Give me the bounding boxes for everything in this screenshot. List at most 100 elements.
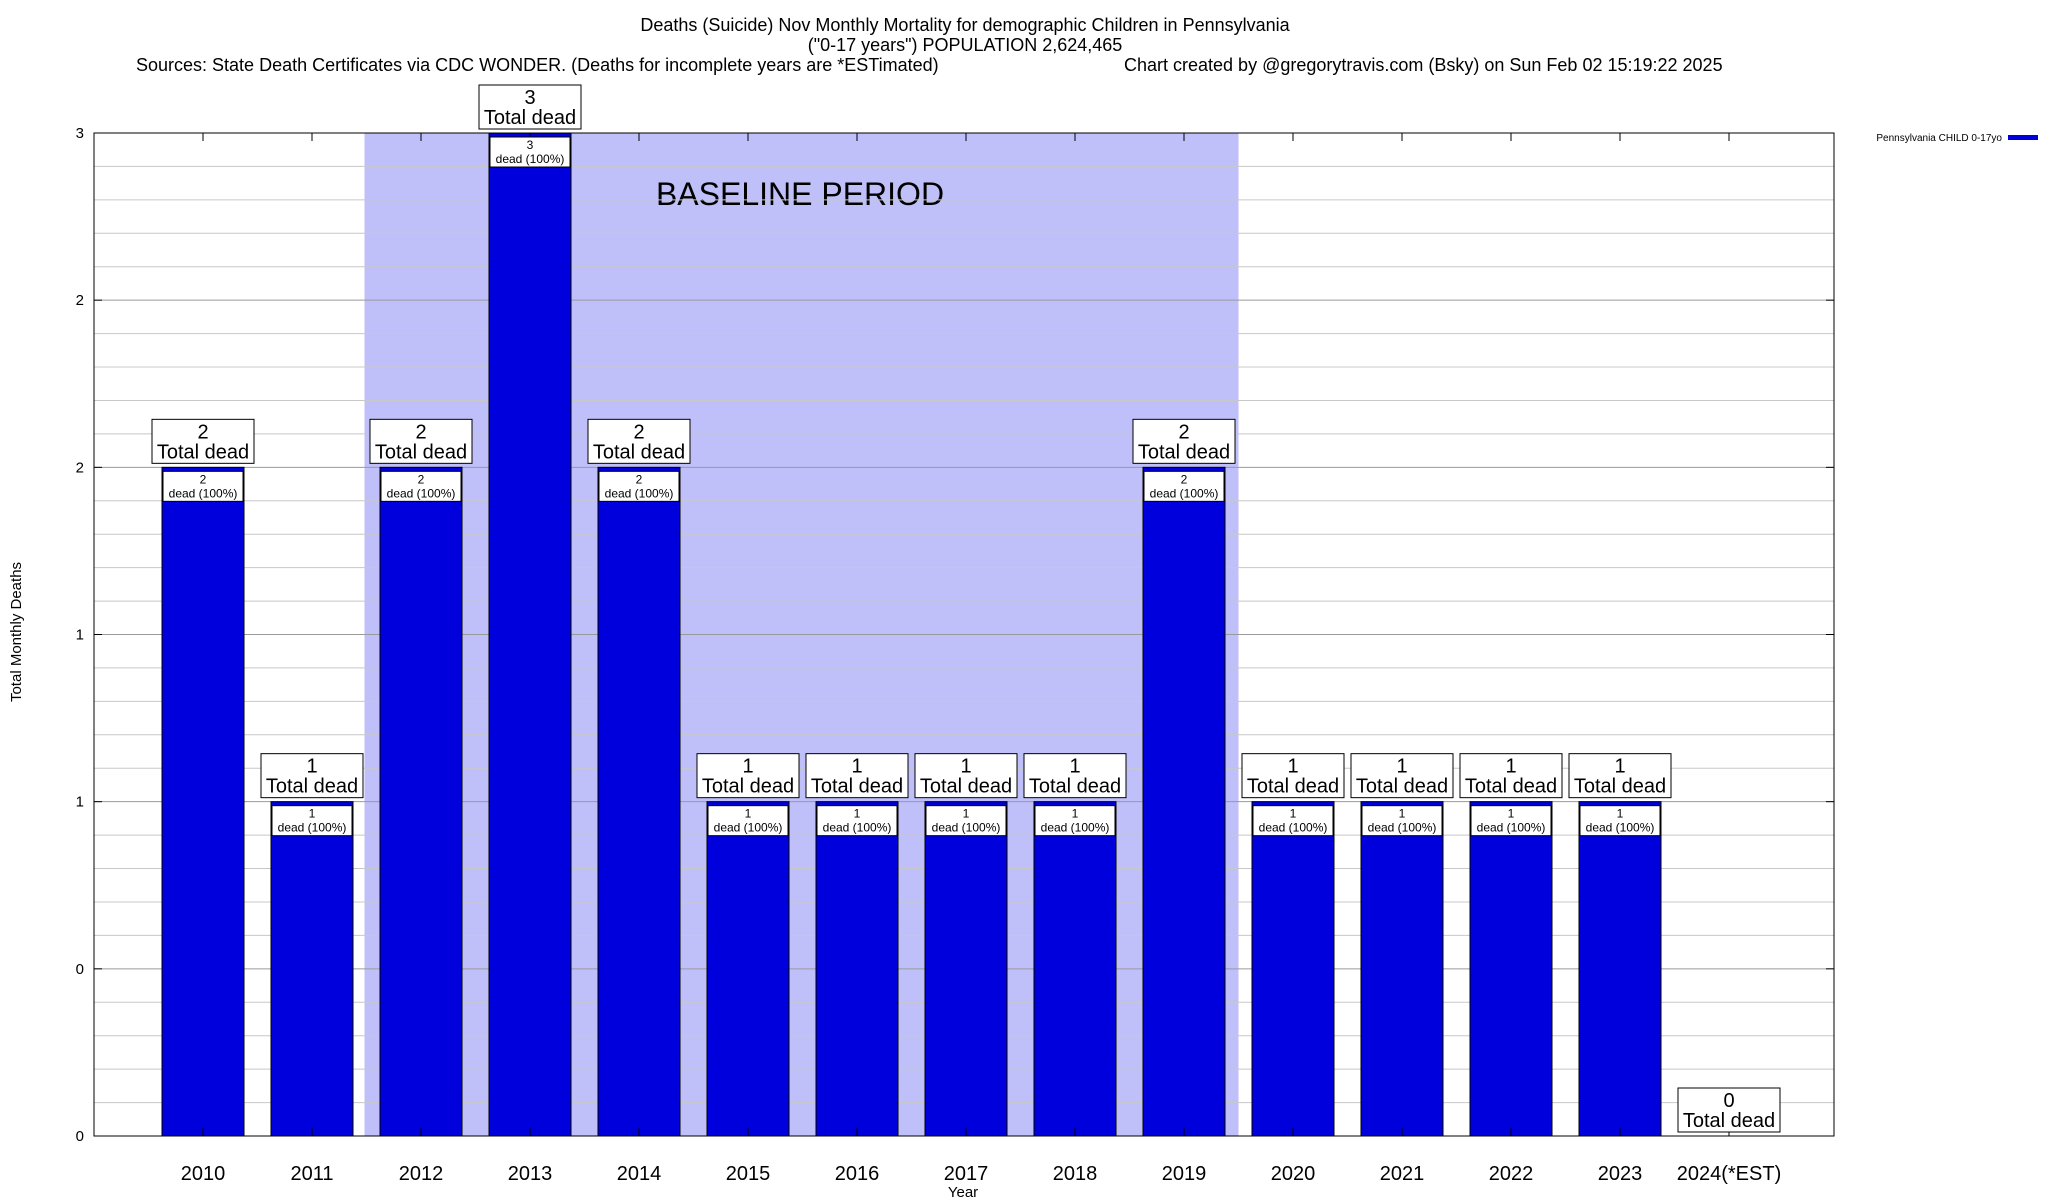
inner-label-box xyxy=(489,136,571,168)
inner-label-value: 1 xyxy=(1290,807,1297,821)
bar xyxy=(1142,466,1226,1137)
total-label-text: Total dead xyxy=(266,776,358,798)
inner-label-text: dead (100%) xyxy=(496,152,565,166)
inner-label-value: 1 xyxy=(1508,807,1515,821)
chart-titles: Deaths (Suicide) Nov Monthly Mortality f… xyxy=(136,15,1723,75)
x-tick-label: 2013 xyxy=(508,1163,553,1185)
inner-label-text: dead (100%) xyxy=(1477,821,1546,835)
total-label-text: Total dead xyxy=(1356,776,1448,798)
y-tick-label: 2 xyxy=(76,459,84,476)
y-tick-label: 2 xyxy=(76,292,84,309)
total-label-value: 1 xyxy=(1396,756,1407,778)
total-label-text: Total dead xyxy=(811,776,903,798)
total-label-text: Total dead xyxy=(1574,776,1666,798)
x-tick-label: 2017 xyxy=(944,1163,989,1185)
total-label-value: 1 xyxy=(1287,756,1298,778)
total-label-box xyxy=(805,753,909,799)
bar xyxy=(1469,801,1553,1137)
total-label-text: Total dead xyxy=(702,776,794,798)
bar xyxy=(597,466,681,1137)
total-label-value: 3 xyxy=(524,87,535,109)
inner-label-box xyxy=(598,470,680,502)
y-tick-label: 1 xyxy=(76,627,84,644)
inner-label-value: 2 xyxy=(1181,472,1188,486)
chart-subtitle: ("0-17 years") POPULATION 2,624,465 xyxy=(808,35,1123,55)
inner-label-text: dead (100%) xyxy=(169,486,238,500)
inner-label-text: dead (100%) xyxy=(278,821,347,835)
total-label-box xyxy=(1350,753,1454,799)
x-tick-label: 2021 xyxy=(1380,1163,1425,1185)
total-label-value: 2 xyxy=(197,421,208,443)
inner-label-text: dead (100%) xyxy=(1368,821,1437,835)
x-tick-label: 2023 xyxy=(1598,1163,1643,1185)
total-label-box xyxy=(369,418,473,464)
inner-label-box xyxy=(1252,805,1334,837)
x-tick-label: 2010 xyxy=(181,1163,226,1185)
inner-label-text: dead (100%) xyxy=(387,486,456,500)
total-label-text: Total dead xyxy=(1465,776,1557,798)
inner-label-box xyxy=(1361,805,1443,837)
inner-label-box xyxy=(816,805,898,837)
x-tick-label: 2024(*EST) xyxy=(1677,1163,1782,1185)
total-label-value: 1 xyxy=(1614,756,1625,778)
total-label-text: Total dead xyxy=(593,441,685,463)
total-label-value: 2 xyxy=(415,421,426,443)
total-label-box xyxy=(1459,753,1563,799)
total-label-box xyxy=(1132,418,1236,464)
inner-label-box xyxy=(925,805,1007,837)
total-label-box xyxy=(151,418,255,464)
inner-label-value: 1 xyxy=(745,807,752,821)
total-label-box xyxy=(1023,753,1127,799)
total-label-box xyxy=(1677,1087,1781,1133)
inner-label-box xyxy=(162,470,244,502)
total-label-text: Total dead xyxy=(484,107,576,129)
x-tick-label: 2016 xyxy=(835,1163,880,1185)
inner-label-value: 3 xyxy=(527,138,534,152)
x-tick-label: 2011 xyxy=(290,1163,333,1185)
total-label-value: 1 xyxy=(306,756,317,778)
inner-label-text: dead (100%) xyxy=(1150,486,1219,500)
total-label-value: 1 xyxy=(960,756,971,778)
total-label-value: 0 xyxy=(1723,1090,1734,1112)
total-label-text: Total dead xyxy=(1683,1110,1775,1132)
inner-label-value: 2 xyxy=(636,472,643,486)
inner-label-value: 2 xyxy=(200,472,207,486)
total-label-value: 1 xyxy=(1069,756,1080,778)
total-label-box xyxy=(1241,753,1345,799)
bar xyxy=(1033,801,1117,1137)
x-tick-label: 2018 xyxy=(1053,1163,1098,1185)
inner-label-text: dead (100%) xyxy=(932,821,1001,835)
inner-label-text: dead (100%) xyxy=(1586,821,1655,835)
bar xyxy=(270,801,354,1137)
bar xyxy=(379,466,463,1137)
bar xyxy=(924,801,1008,1137)
inner-label-text: dead (100%) xyxy=(714,821,783,835)
total-label-value: 2 xyxy=(633,421,644,443)
total-label-box xyxy=(587,418,691,464)
inner-label-value: 1 xyxy=(1399,807,1406,821)
x-tick-label: 2012 xyxy=(399,1163,444,1185)
total-label-text: Total dead xyxy=(920,776,1012,798)
chart-title: Deaths (Suicide) Nov Monthly Mortality f… xyxy=(640,15,1290,35)
inner-label-box xyxy=(380,470,462,502)
bar xyxy=(706,801,790,1137)
total-label-box xyxy=(478,84,582,130)
total-label-value: 2 xyxy=(1178,421,1189,443)
y-tick-label: 1 xyxy=(76,794,84,811)
inner-label-text: dead (100%) xyxy=(1041,821,1110,835)
inner-label-box xyxy=(707,805,789,837)
total-label-value: 1 xyxy=(1505,756,1516,778)
inner-label-text: dead (100%) xyxy=(605,486,674,500)
chart-sources: Sources: State Death Certificates via CD… xyxy=(136,55,939,75)
x-tick-label: 2014 xyxy=(617,1163,662,1185)
y-tick-label: 0 xyxy=(76,1128,84,1145)
legend: Pennsylvania CHILD 0-17yo xyxy=(1876,133,2038,144)
inner-label-box xyxy=(1034,805,1116,837)
total-label-text: Total dead xyxy=(1029,776,1121,798)
inner-label-text: dead (100%) xyxy=(823,821,892,835)
inner-label-value: 1 xyxy=(854,807,861,821)
inner-label-text: dead (100%) xyxy=(1259,821,1328,835)
bar xyxy=(815,801,899,1137)
